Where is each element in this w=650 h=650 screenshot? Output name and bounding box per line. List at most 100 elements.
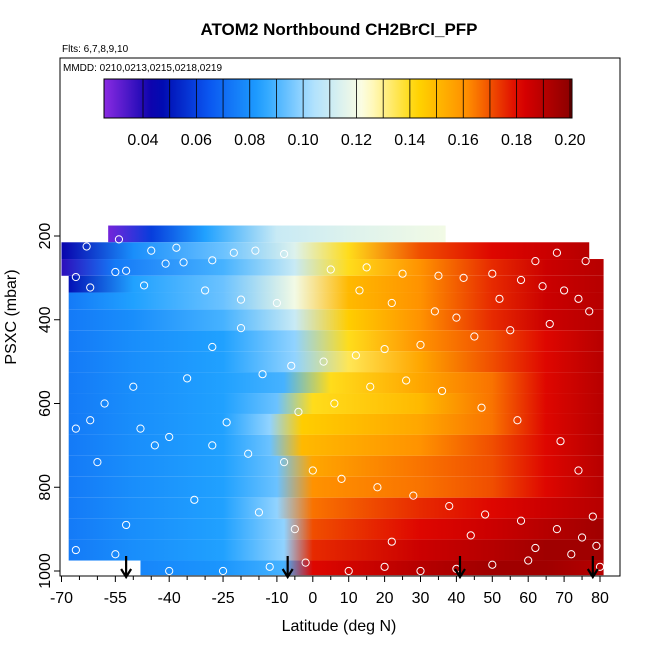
x-tick-label: 30: [412, 590, 430, 607]
sample-point: [287, 361, 296, 370]
sample-point: [139, 281, 149, 290]
y-tick-label: 800: [37, 474, 54, 501]
sample-point: [279, 458, 289, 467]
sample-point: [236, 324, 246, 333]
colorbar-tick-label: 0.18: [501, 132, 532, 149]
sample-point: [402, 376, 411, 385]
sample-point: [477, 403, 486, 412]
colorbar-tick-label: 0.20: [554, 132, 585, 149]
sample-point: [93, 227, 102, 236]
sample-point: [150, 441, 159, 450]
sample-point: [538, 282, 547, 291]
sample-point: [552, 525, 562, 534]
sample-point: [366, 382, 375, 391]
sample-point: [574, 294, 583, 303]
heatmap-band: [68, 275, 604, 293]
sample-point: [330, 399, 339, 408]
sample-point: [165, 566, 174, 576]
sample-point: [236, 295, 246, 304]
sample-point: [183, 374, 192, 383]
sample-point: [531, 257, 540, 266]
sample-point: [244, 449, 253, 458]
sample-point: [588, 512, 597, 521]
sample-point: [344, 566, 353, 576]
x-tick-label: 70: [555, 590, 573, 607]
sample-point: [71, 272, 80, 282]
flights-label: Flts: 6,7,8,9,10: [62, 44, 129, 55]
sample-point: [488, 269, 497, 278]
x-axis-label: Latitude (deg N): [282, 618, 397, 635]
sample-point: [592, 541, 601, 550]
sample-point: [387, 537, 396, 546]
sample-point: [355, 286, 364, 295]
sample-point: [172, 243, 181, 252]
x-tick-label: 50: [483, 590, 501, 607]
latitude-arrow: [281, 556, 294, 580]
sample-point: [337, 474, 346, 483]
sample-point: [122, 520, 131, 530]
heatmap-band: [68, 497, 604, 519]
sample-point: [272, 298, 281, 308]
heatmap-band: [108, 225, 446, 243]
heatmap-band: [61, 259, 604, 276]
sample-point: [179, 258, 188, 267]
sample-point: [190, 495, 199, 504]
chart-title: ATOM2 Northbound CH2BrCl_PFP: [200, 20, 477, 39]
sample-point: [86, 416, 95, 425]
sample-point: [71, 424, 80, 433]
sample-point: [161, 259, 170, 268]
plot-frame: [59, 57, 621, 577]
sample-point: [111, 267, 120, 277]
sample-point: [279, 249, 289, 259]
sample-point: [531, 543, 540, 553]
heatmap-band: [68, 434, 604, 456]
sample-point: [265, 562, 274, 571]
x-tick-label: 40: [448, 590, 466, 607]
heatmap-band: [68, 292, 604, 310]
sample-point: [208, 441, 217, 450]
sample-point: [545, 319, 554, 329]
sample-point: [488, 560, 497, 569]
colorbar: [103, 78, 573, 119]
sample-point: [430, 307, 439, 316]
heatmap-band: [68, 330, 604, 352]
sample-point: [294, 407, 303, 416]
sample-point: [495, 294, 504, 303]
sample-point: [387, 298, 396, 308]
y-axis: 200 400 600 800 1000: [37, 223, 60, 589]
sample-point: [516, 275, 526, 285]
latitude-arrow: [586, 556, 599, 580]
colorbar-tick-label: 0.06: [181, 132, 212, 149]
colorbar-gradient: [103, 78, 573, 119]
sample-point: [222, 418, 231, 427]
sample-point: [577, 533, 587, 542]
sample-point: [362, 263, 371, 272]
sample-point: [452, 313, 461, 322]
heatmap-band: [68, 518, 604, 540]
colorbar-tick-label: 0.14: [394, 132, 425, 149]
sample-point: [416, 566, 425, 576]
sample-point: [351, 351, 360, 360]
sample-point: [398, 269, 407, 278]
sample-point: [513, 416, 522, 425]
sample-point: [208, 256, 217, 265]
dates-label: MMDD: 0210,0213,0215,0218,0219: [63, 63, 222, 74]
x-tick-label: 20: [376, 590, 394, 607]
sample-point: [437, 386, 447, 396]
x-tick-label: 80: [591, 590, 609, 607]
sample-point: [506, 326, 515, 335]
sample-point: [373, 483, 382, 492]
sample-point: [574, 466, 583, 475]
heatmap-band: [68, 393, 604, 414]
x-tick-label: -25: [211, 590, 234, 607]
colorbar-ticks: 0.04 0.06 0.08 0.10 0.12 0.14 0.16 0.18 0.20: [127, 79, 586, 149]
sample-point: [290, 525, 299, 534]
x-tick-label: 60: [519, 590, 537, 607]
colorbar-tick-label: 0.12: [341, 132, 372, 149]
sample-point: [552, 248, 562, 257]
x-axis: -70 -55 -40 -25 -10 0 10 20 30 40 50 60 70 80: [50, 576, 609, 607]
heatmap-band: [61, 242, 590, 260]
sample-point: [136, 424, 145, 433]
colorbar-tick-label: 0.16: [448, 132, 479, 149]
